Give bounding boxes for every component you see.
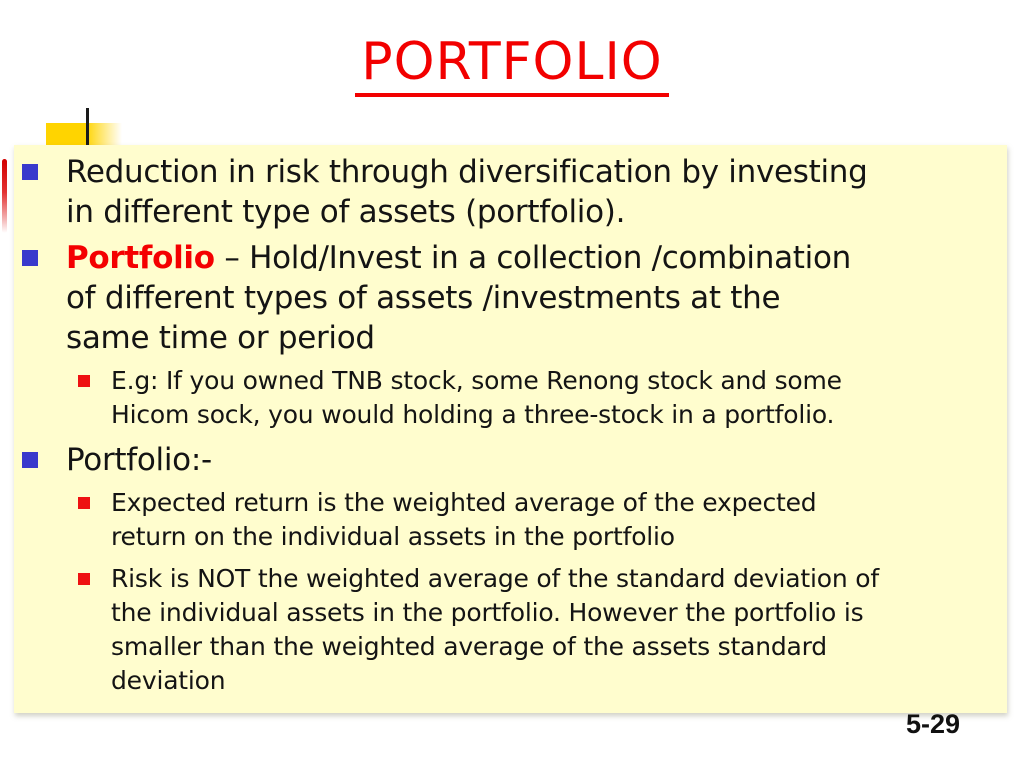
slide-header: PORTFOLIO bbox=[0, 34, 1024, 97]
bullet-item: Portfolio – Hold/Invest in a collection … bbox=[14, 238, 1007, 358]
bullet-body-text: Expected return is the weighted average … bbox=[111, 488, 817, 551]
bullet-text: Portfolio:- bbox=[66, 440, 212, 480]
sub-bullet-text: Risk is NOT the weighted average of the … bbox=[111, 562, 879, 698]
gold-rectangle-decoration bbox=[46, 123, 122, 145]
red-square-bullet-icon bbox=[78, 573, 90, 585]
bullet-text: Reduction in risk through diversificatio… bbox=[66, 152, 868, 232]
sub-bullet-text: Expected return is the weighted average … bbox=[111, 486, 817, 554]
bullet-body-text: Risk is NOT the weighted average of the … bbox=[111, 564, 879, 695]
bullet-text: Portfolio – Hold/Invest in a collection … bbox=[66, 238, 851, 358]
red-square-bullet-icon bbox=[78, 375, 90, 387]
page-title: PORTFOLIO bbox=[355, 34, 669, 97]
bullet-body-text: E.g: If you owned TNB stock, some Renong… bbox=[111, 366, 842, 429]
vertical-line-decoration bbox=[86, 108, 89, 146]
slide-page-number: 5-29 bbox=[905, 709, 960, 739]
bullet-body-text: Portfolio:- bbox=[66, 442, 212, 478]
sub-bullet-item: E.g: If you owned TNB stock, some Renong… bbox=[14, 364, 1007, 432]
bullet-item: Portfolio:- bbox=[14, 440, 1007, 480]
blue-square-bullet-icon bbox=[22, 250, 38, 266]
sub-bullet-item: Expected return is the weighted average … bbox=[14, 486, 1007, 554]
sub-bullet-item: Risk is NOT the weighted average of the … bbox=[14, 562, 1007, 698]
bullet-body-text: – Hold/Invest in a collection /combinati… bbox=[66, 240, 851, 356]
blue-square-bullet-icon bbox=[22, 452, 38, 468]
red-edge-decoration bbox=[2, 159, 7, 233]
red-square-bullet-icon bbox=[78, 497, 90, 509]
bullet-body-text: Reduction in risk through diversificatio… bbox=[66, 154, 868, 230]
slide-content-panel: Reduction in risk through diversificatio… bbox=[14, 145, 1007, 713]
blue-square-bullet-icon bbox=[22, 164, 38, 180]
bullet-lead-text: Portfolio bbox=[66, 240, 215, 276]
sub-bullet-text: E.g: If you owned TNB stock, some Renong… bbox=[111, 364, 842, 432]
bullet-item: Reduction in risk through diversificatio… bbox=[14, 152, 1007, 232]
